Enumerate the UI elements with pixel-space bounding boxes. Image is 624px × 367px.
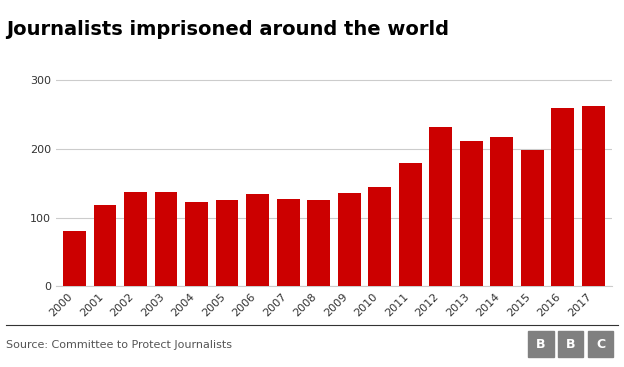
Text: B: B (566, 338, 575, 350)
Bar (246, 194, 269, 286)
Bar (63, 230, 86, 286)
Text: C: C (596, 338, 605, 350)
FancyBboxPatch shape (558, 331, 583, 357)
Bar (307, 200, 330, 286)
Bar (185, 203, 208, 286)
Bar (216, 200, 238, 286)
FancyBboxPatch shape (588, 331, 613, 357)
Bar (276, 199, 300, 286)
Bar (551, 108, 574, 286)
Bar (460, 141, 482, 286)
Bar (338, 193, 361, 286)
Bar (368, 187, 391, 286)
FancyBboxPatch shape (528, 331, 553, 357)
Bar (94, 205, 117, 286)
Bar (124, 192, 147, 286)
Bar (521, 150, 544, 286)
Bar (399, 163, 422, 286)
Text: B: B (536, 338, 545, 350)
Bar (490, 137, 513, 286)
Text: Source: Committee to Protect Journalists: Source: Committee to Protect Journalists (6, 340, 232, 350)
Text: Journalists imprisoned around the world: Journalists imprisoned around the world (6, 19, 449, 39)
Bar (582, 106, 605, 286)
Bar (155, 192, 177, 286)
Bar (429, 127, 452, 286)
